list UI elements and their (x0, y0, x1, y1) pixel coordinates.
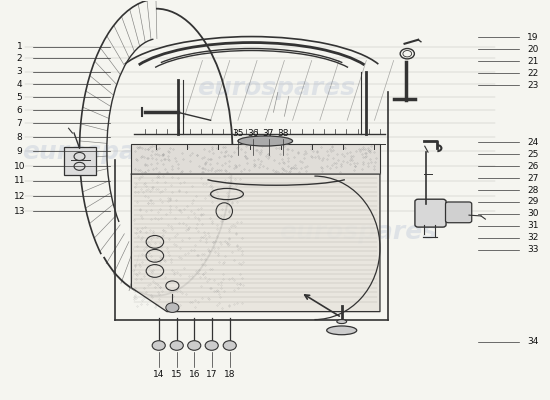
Text: 24: 24 (527, 138, 538, 147)
Circle shape (170, 341, 183, 350)
Text: 6: 6 (16, 106, 23, 115)
Polygon shape (131, 174, 380, 312)
Text: 33: 33 (527, 245, 538, 254)
FancyBboxPatch shape (415, 199, 446, 227)
Text: 27: 27 (527, 174, 538, 182)
Ellipse shape (337, 320, 346, 324)
Circle shape (205, 341, 218, 350)
Text: 25: 25 (527, 150, 538, 159)
Text: 12: 12 (14, 192, 25, 200)
Circle shape (152, 341, 166, 350)
Text: eurospares: eurospares (23, 140, 180, 164)
Text: 11: 11 (14, 176, 25, 185)
Text: 1: 1 (16, 42, 23, 51)
Text: 15: 15 (171, 370, 183, 379)
Text: 22: 22 (527, 69, 538, 78)
Text: 18: 18 (224, 370, 235, 379)
Text: eurospares: eurospares (197, 76, 355, 100)
Text: 28: 28 (527, 186, 538, 194)
Ellipse shape (238, 136, 293, 146)
Text: 5: 5 (16, 93, 23, 102)
Text: eurospares: eurospares (279, 220, 437, 244)
Text: 16: 16 (189, 370, 200, 379)
Text: 10: 10 (14, 162, 25, 171)
Text: 26: 26 (527, 162, 538, 171)
Circle shape (223, 341, 236, 350)
Text: 35: 35 (232, 128, 244, 138)
Text: 34: 34 (527, 337, 538, 346)
Text: 2: 2 (16, 54, 22, 63)
Circle shape (166, 303, 179, 312)
Text: 23: 23 (527, 81, 538, 90)
Text: 32: 32 (527, 233, 538, 242)
Circle shape (188, 341, 201, 350)
Text: 38: 38 (277, 128, 288, 138)
Text: 17: 17 (206, 370, 217, 379)
FancyBboxPatch shape (131, 144, 380, 174)
Text: 21: 21 (527, 57, 538, 66)
Ellipse shape (327, 326, 357, 335)
Text: 20: 20 (527, 45, 538, 54)
Text: 3: 3 (16, 67, 23, 76)
Text: 14: 14 (153, 370, 164, 379)
Text: 13: 13 (14, 207, 25, 216)
Text: 30: 30 (527, 210, 538, 218)
FancyBboxPatch shape (64, 147, 96, 175)
Text: 9: 9 (16, 147, 23, 156)
Text: 7: 7 (16, 119, 23, 128)
Text: 31: 31 (527, 222, 538, 230)
Text: 19: 19 (527, 33, 538, 42)
Text: 36: 36 (248, 128, 259, 138)
FancyBboxPatch shape (446, 202, 472, 223)
Text: 29: 29 (527, 198, 538, 206)
Text: 8: 8 (16, 132, 23, 142)
Text: 37: 37 (263, 128, 274, 138)
Text: 4: 4 (16, 80, 22, 89)
